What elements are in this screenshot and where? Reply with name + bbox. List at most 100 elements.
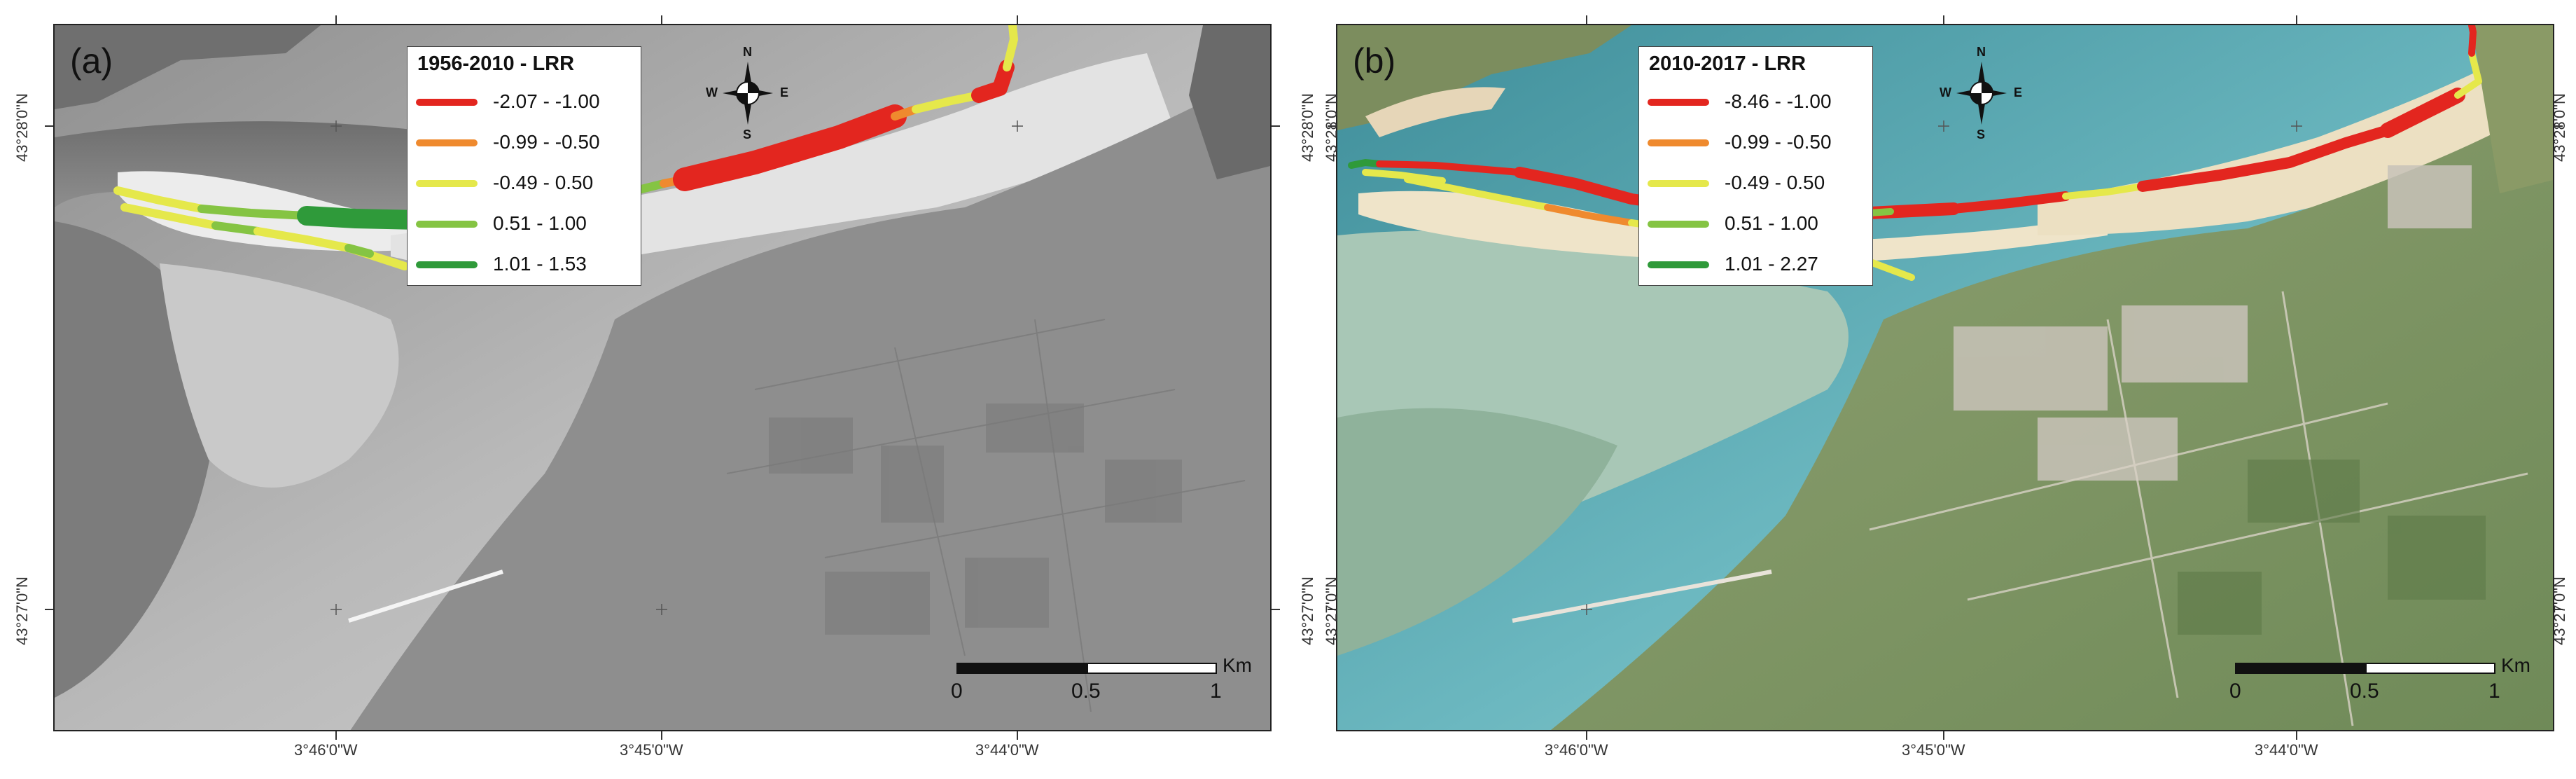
shoreline-segment (912, 91, 983, 113)
compass-n: N (1977, 45, 1986, 59)
scale-tick: 0 (2229, 680, 2241, 703)
lat-label: 43°27'0"N (1323, 577, 1340, 645)
legend-swatch (416, 261, 478, 268)
shoreline-segment (1348, 159, 1383, 169)
legend-swatch (1648, 139, 1709, 146)
shoreline-segment (1404, 176, 1551, 211)
panel-label: (a) (70, 41, 113, 81)
shoreline-segment (197, 205, 311, 220)
legend-swatch (1648, 261, 1709, 268)
shoreline-segment (1544, 204, 1635, 226)
shoreline-segment (1949, 191, 2070, 214)
scale-unit: Km (2501, 654, 2530, 676)
scale-tick: 1 (2488, 680, 2500, 703)
legend: 1956-2010 - LRR -2.07 - -1.00 -0.99 - -0… (407, 46, 641, 286)
map-frame: (a) 1956-2010 - LRR -2.07 - -1.00 -0.99 … (53, 24, 1272, 731)
compass-s: S (743, 127, 752, 142)
legend-item: 1.01 - 2.27 (1648, 250, 1872, 278)
scale-tick: 0.5 (1071, 680, 1101, 703)
legend-label: 1.01 - 2.27 (1725, 253, 1818, 275)
scale-tick: 0 (951, 680, 963, 703)
shoreline-segment (1376, 160, 1523, 176)
lon-label: 3°45'0"W (620, 741, 683, 759)
legend-label: 1.01 - 1.53 (493, 253, 587, 275)
legend-swatch (416, 139, 478, 146)
lon-label: 3°44'0"W (2255, 741, 2318, 759)
legend-swatch (1648, 180, 1709, 187)
compass-e: E (2014, 85, 2023, 99)
scale-segment-black (956, 663, 1087, 674)
legend-label: -2.07 - -1.00 (493, 90, 600, 112)
legend-item: -2.07 - -1.00 (416, 88, 640, 116)
legend-item: -0.49 - 0.50 (1648, 169, 1872, 197)
scale-segment-black (2235, 663, 2365, 674)
compass-rose-icon (1956, 62, 2007, 125)
shoreline-segment (2137, 125, 2393, 192)
scale-bar: Km 0 0.5 1 (2229, 654, 2530, 719)
lat-label: 43°28'0"N (2551, 93, 2568, 162)
shoreline-segment (120, 203, 220, 230)
scale-unit: Km (1223, 654, 1252, 676)
north-arrow-compass: N S W E (706, 45, 790, 143)
legend: 2010-2017 - LRR -8.46 - -1.00 -0.99 - -0… (1638, 46, 1873, 286)
shoreline-segment (673, 104, 907, 191)
shoreline-segment (253, 227, 409, 270)
legend-item: 1.01 - 1.53 (416, 250, 640, 278)
lon-label: 3°45'0"W (1902, 741, 1965, 759)
lon-label: 3°44'0"W (975, 741, 1039, 759)
shoreline-segment (1866, 208, 1894, 216)
legend-item: -0.99 - -0.50 (416, 128, 640, 156)
lon-label: 3°46'0"W (294, 741, 358, 759)
compass-e: E (780, 85, 789, 99)
legend-label: 0.51 - 1.00 (493, 212, 587, 234)
legend-label: -0.99 - -0.50 (1725, 131, 1832, 153)
scale-tick: 0.5 (2350, 680, 2379, 703)
lat-label: 43°27'0"N (1299, 577, 1316, 645)
compass-s: S (1977, 127, 1986, 142)
legend-label: -0.49 - 0.50 (1725, 172, 1825, 193)
lat-label: 43°28'0"N (13, 93, 31, 162)
shoreline-segment (2468, 25, 2477, 57)
compass-rose-icon (723, 62, 773, 125)
lon-label: 3°46'0"W (1545, 741, 1608, 759)
shoreline-segment (1003, 25, 1018, 71)
scale-tick: 1 (1210, 680, 1222, 703)
legend-item: -0.99 - -0.50 (1648, 128, 1872, 156)
legend-title: 1956-2010 - LRR (417, 53, 575, 75)
scale-segment-white (2365, 663, 2495, 674)
legend-item: -0.49 - 0.50 (416, 169, 640, 197)
shoreline-segment (344, 244, 374, 258)
shoreline-segment (1362, 169, 1446, 184)
legend-title: 2010-2017 - LRR (1649, 53, 1806, 75)
north-arrow-compass: N S W E (1940, 45, 2024, 143)
compass-w: W (706, 85, 718, 99)
legend-label: -8.46 - -1.00 (1725, 90, 1832, 112)
shoreline-segment (2062, 183, 2146, 200)
lrr-shoreline-a (113, 25, 1018, 270)
lat-label: 43°28'0"N (1323, 93, 1340, 162)
scale-bar: Km 0 0.5 1 (951, 654, 1252, 719)
map-panel-b: (b) 2010-2017 - LRR -8.46 - -1.00 -0.99 … (1336, 24, 2554, 731)
panel-label: (b) (1353, 41, 1396, 81)
legend-item: 0.51 - 1.00 (416, 209, 640, 237)
legend-label: -0.99 - -0.50 (493, 131, 600, 153)
lat-label: 43°28'0"N (1299, 93, 1316, 162)
legend-item: 0.51 - 1.00 (1648, 209, 1872, 237)
legend-swatch (1648, 99, 1709, 106)
legend-label: 0.51 - 1.00 (1725, 212, 1818, 234)
legend-item: -8.46 - -1.00 (1648, 88, 1872, 116)
shoreline-segment (2380, 88, 2465, 138)
shoreline-segment (971, 60, 1015, 103)
legend-swatch (1648, 221, 1709, 228)
shoreline-segment (113, 186, 206, 213)
legend-swatch (416, 221, 478, 228)
map-panel-a: (a) 1956-2010 - LRR -2.07 - -1.00 -0.99 … (53, 24, 1272, 731)
compass-w: W (1940, 85, 1951, 99)
legend-swatch (416, 99, 478, 106)
shoreline-segment (2454, 50, 2482, 99)
scale-segment-white (1087, 663, 1217, 674)
lat-label: 43°27'0"N (13, 577, 31, 645)
legend-swatch (416, 180, 478, 187)
compass-n: N (743, 45, 752, 59)
map-frame: (b) 2010-2017 - LRR -8.46 - -1.00 -0.99 … (1336, 24, 2554, 731)
